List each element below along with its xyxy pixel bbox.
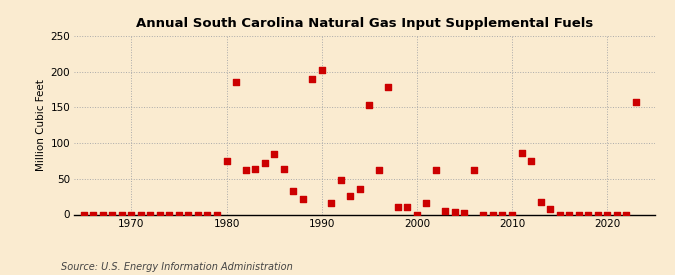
Point: [278, 167, 289, 172]
Point: [240, 168, 251, 172]
Y-axis label: Million Cubic Feet: Million Cubic Feet: [36, 79, 46, 171]
Point: [516, 151, 527, 155]
Point: [326, 201, 337, 205]
Point: [412, 212, 423, 217]
Point: [164, 212, 175, 217]
Point: [306, 76, 317, 81]
Point: [545, 207, 556, 211]
Point: [402, 205, 412, 210]
Point: [468, 168, 479, 172]
Point: [392, 204, 403, 209]
Point: [192, 212, 203, 217]
Point: [250, 167, 261, 172]
Point: [507, 212, 518, 217]
Point: [592, 212, 603, 217]
Point: [116, 212, 127, 217]
Point: [173, 212, 184, 217]
Point: [126, 212, 137, 217]
Title: Annual South Carolina Natural Gas Input Supplemental Fuels: Annual South Carolina Natural Gas Input …: [136, 17, 593, 31]
Point: [459, 211, 470, 215]
Point: [612, 212, 622, 217]
Point: [335, 178, 346, 182]
Point: [583, 212, 593, 217]
Point: [621, 212, 632, 217]
Point: [573, 212, 584, 217]
Point: [440, 209, 451, 213]
Point: [345, 194, 356, 198]
Point: [431, 168, 441, 172]
Point: [221, 159, 232, 163]
Point: [450, 210, 460, 214]
Point: [317, 68, 327, 72]
Point: [97, 212, 108, 217]
Point: [231, 80, 242, 84]
Point: [478, 212, 489, 217]
Point: [107, 212, 117, 217]
Point: [564, 212, 574, 217]
Point: [155, 212, 165, 217]
Point: [354, 187, 365, 192]
Point: [497, 212, 508, 217]
Point: [297, 197, 308, 201]
Point: [487, 212, 498, 217]
Point: [421, 201, 432, 205]
Point: [288, 189, 298, 193]
Text: Source: U.S. Energy Information Administration: Source: U.S. Energy Information Administ…: [61, 262, 292, 272]
Point: [202, 212, 213, 217]
Point: [211, 212, 222, 217]
Point: [364, 103, 375, 107]
Point: [535, 199, 546, 204]
Point: [383, 85, 394, 89]
Point: [183, 212, 194, 217]
Point: [526, 159, 537, 163]
Point: [269, 152, 279, 156]
Point: [136, 212, 146, 217]
Point: [602, 212, 613, 217]
Point: [554, 212, 565, 217]
Point: [373, 168, 384, 172]
Point: [145, 212, 156, 217]
Point: [259, 161, 270, 165]
Point: [78, 212, 89, 217]
Point: [88, 212, 99, 217]
Point: [630, 99, 641, 104]
